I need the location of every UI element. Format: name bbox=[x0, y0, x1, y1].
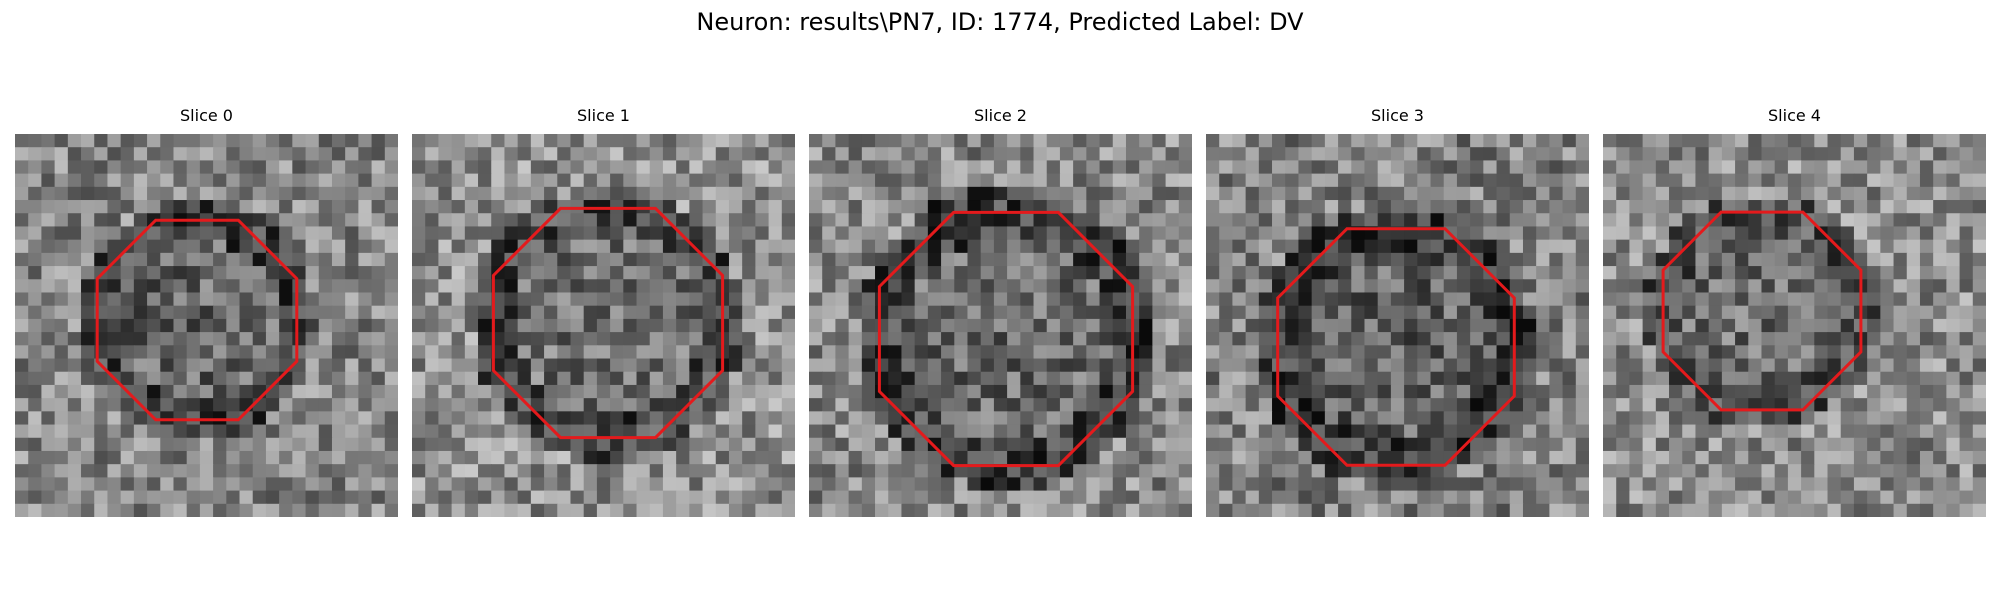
pixel-grid bbox=[15, 134, 398, 517]
slice-image bbox=[809, 134, 1192, 517]
cell-outline bbox=[1276, 227, 1516, 467]
cell-outline bbox=[491, 206, 725, 440]
cell-outline bbox=[95, 218, 299, 422]
slice-image bbox=[1206, 134, 1589, 517]
slice-title: Slice 2 bbox=[974, 106, 1027, 125]
pixel-grid bbox=[1206, 134, 1589, 517]
pixel-grid bbox=[412, 134, 795, 517]
figure-title: Neuron: results\PN7, ID: 1774, Predicted… bbox=[696, 8, 1304, 36]
slice-image bbox=[1603, 134, 1986, 517]
pixel-grid bbox=[809, 134, 1192, 517]
cell-outline bbox=[1661, 210, 1863, 412]
pixel-grid bbox=[1603, 134, 1986, 517]
cell-outline bbox=[877, 210, 1135, 468]
slice-title: Slice 0 bbox=[180, 106, 233, 125]
slice-title: Slice 4 bbox=[1768, 106, 1821, 125]
slice-image bbox=[15, 134, 398, 517]
slice-title: Slice 1 bbox=[577, 106, 630, 125]
slice-image bbox=[412, 134, 795, 517]
slice-title: Slice 3 bbox=[1371, 106, 1424, 125]
